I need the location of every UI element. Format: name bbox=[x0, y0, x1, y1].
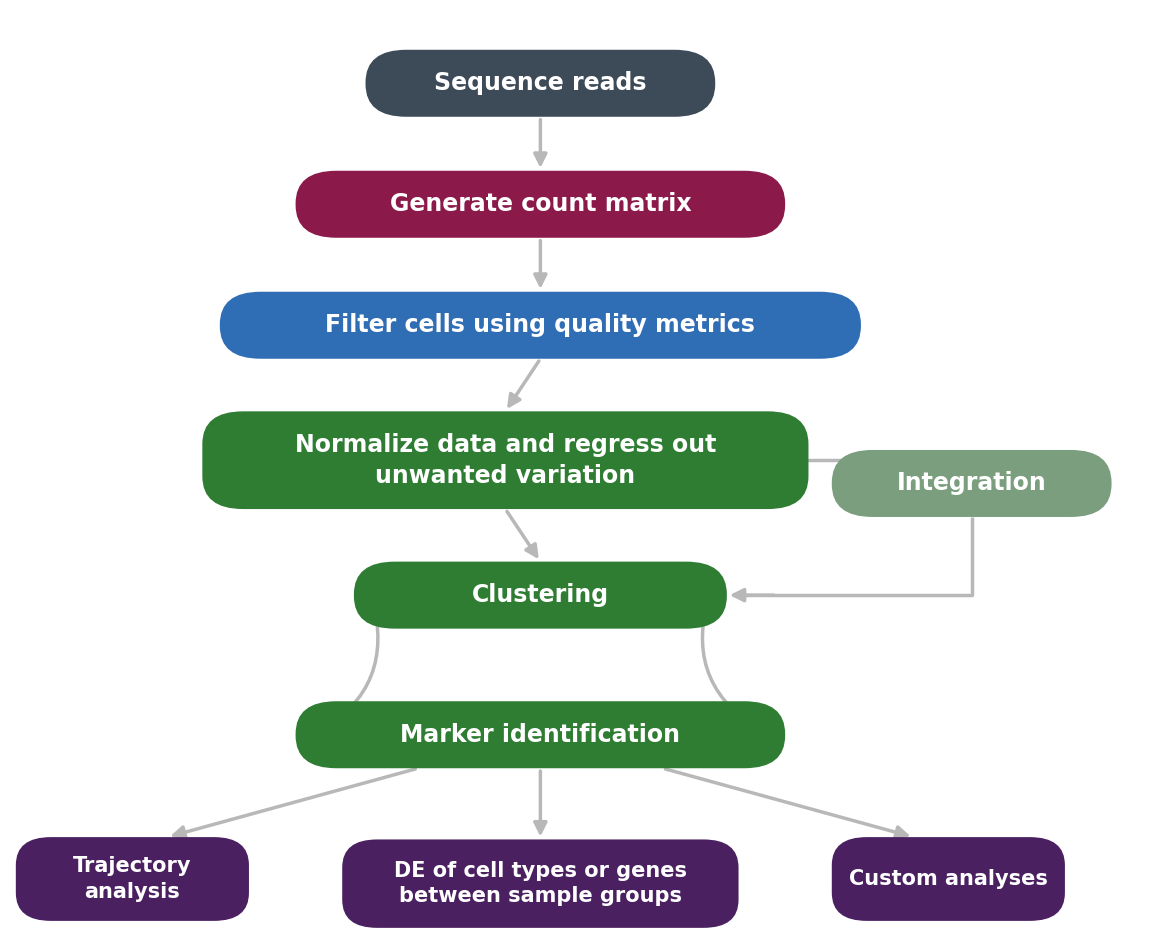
FancyBboxPatch shape bbox=[832, 450, 1112, 517]
FancyBboxPatch shape bbox=[365, 50, 715, 116]
Text: Filter cells using quality metrics: Filter cells using quality metrics bbox=[325, 314, 755, 337]
FancyBboxPatch shape bbox=[296, 701, 785, 768]
FancyBboxPatch shape bbox=[342, 839, 738, 928]
FancyBboxPatch shape bbox=[353, 562, 727, 628]
FancyBboxPatch shape bbox=[296, 171, 785, 238]
Text: Integration: Integration bbox=[897, 471, 1046, 496]
FancyBboxPatch shape bbox=[220, 292, 861, 359]
Text: Normalize data and regress out
unwanted variation: Normalize data and regress out unwanted … bbox=[295, 433, 716, 487]
Text: Generate count matrix: Generate count matrix bbox=[390, 192, 691, 216]
Text: Marker identification: Marker identification bbox=[400, 723, 681, 747]
Text: Sequence reads: Sequence reads bbox=[434, 71, 647, 95]
Text: Clustering: Clustering bbox=[472, 583, 609, 608]
Text: Custom analyses: Custom analyses bbox=[849, 869, 1047, 889]
FancyBboxPatch shape bbox=[832, 837, 1065, 921]
Text: DE of cell types or genes
between sample groups: DE of cell types or genes between sample… bbox=[393, 861, 687, 906]
FancyBboxPatch shape bbox=[202, 411, 809, 509]
FancyBboxPatch shape bbox=[15, 837, 249, 921]
Text: Trajectory
analysis: Trajectory analysis bbox=[73, 856, 191, 901]
